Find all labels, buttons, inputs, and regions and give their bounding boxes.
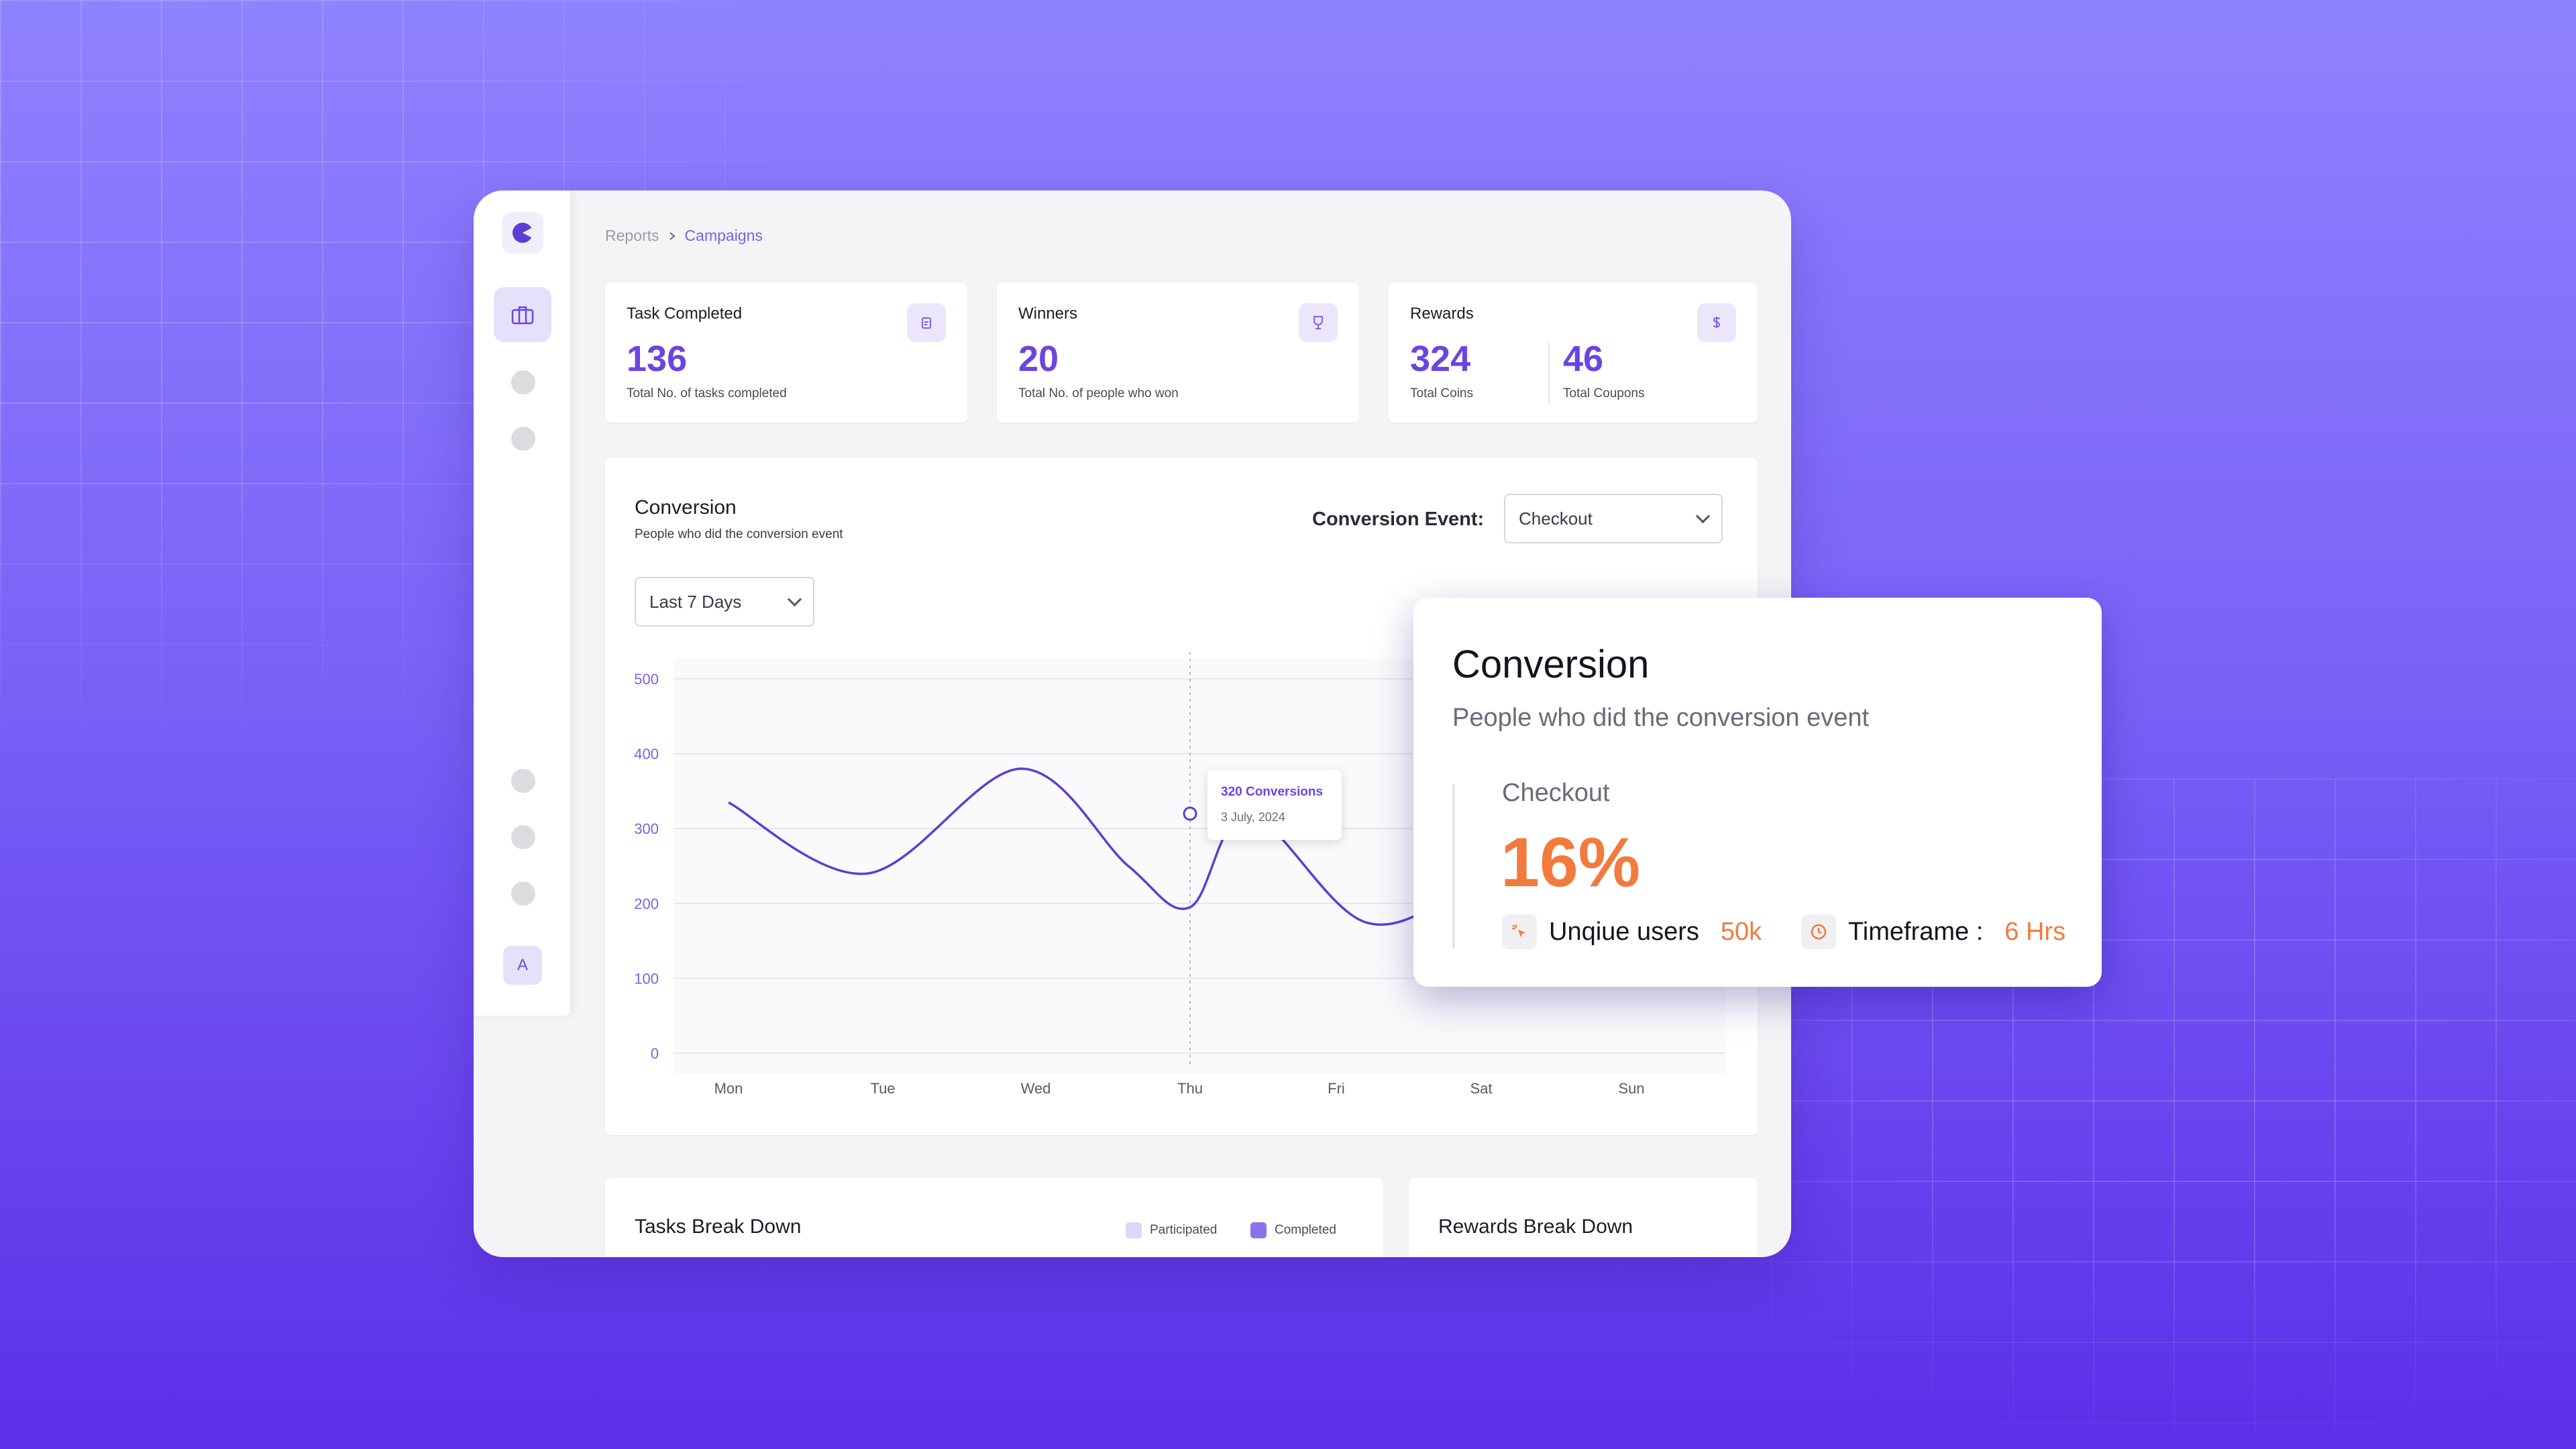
popup-value: 16% [1501, 824, 1641, 902]
trophy-icon [1313, 316, 1323, 329]
cursor-click-icon [1502, 914, 1537, 949]
clipboard-icon [922, 317, 931, 329]
legend-label: Completed [1275, 1223, 1336, 1237]
y-tick-label: 200 [634, 896, 659, 912]
stat-subtitle-coins: Total Coins [1410, 386, 1473, 400]
conversion-popup: Conversion People who did the conversion… [1413, 598, 2102, 987]
x-tick-label: Sun [1618, 1080, 1644, 1097]
legend-participated: Participated [1126, 1222, 1217, 1238]
conversion-event-select[interactable]: Checkout [1504, 494, 1723, 543]
popup-title: Conversion [1452, 643, 1650, 686]
stat-title: Rewards [1410, 305, 1474, 323]
popup-timeframe-value: 6 Hrs [2004, 917, 2066, 946]
highlight-point [1183, 806, 1197, 821]
sidebar-item[interactable] [511, 370, 535, 394]
x-tick-label: Sat [1470, 1080, 1492, 1097]
stat-title: Winners [1018, 305, 1078, 323]
conversion-event-label: Conversion Event: [1312, 508, 1485, 530]
stat-subtitle-coupons: Total Coupons [1563, 386, 1645, 400]
chart-tooltip: 320 Conversions 3 July, 2024 [1208, 770, 1342, 840]
sidebar-item[interactable] [511, 825, 535, 849]
conversion-event-value: Checkout [1519, 508, 1593, 529]
stat-subtitle: Total No. of people who won [1018, 386, 1179, 400]
stat-value: 136 [627, 339, 688, 379]
breadcrumb: Reports Campaigns [605, 227, 763, 245]
legend-completed: Completed [1250, 1222, 1336, 1238]
stat-subtitle: Total No. of tasks completed [627, 386, 787, 400]
x-tick-label: Wed [1021, 1080, 1051, 1097]
dollar-icon [1713, 317, 1721, 328]
sidebar: A [474, 191, 570, 1016]
popup-event: Checkout [1502, 779, 1610, 807]
popup-users-label: Unqiue users [1549, 917, 1699, 946]
divider [1548, 342, 1550, 404]
legend-swatch [1250, 1222, 1267, 1238]
sidebar-item[interactable] [511, 427, 535, 451]
legend-label: Participated [1150, 1223, 1218, 1237]
logo-icon [513, 223, 535, 243]
chart-title: Conversion [635, 496, 737, 519]
rewards-breakdown-card: Rewards Break Down [1409, 1178, 1758, 1257]
tasks-breakdown-title: Tasks Break Down [635, 1216, 802, 1238]
date-range-select[interactable]: Last 7 Days [635, 577, 814, 627]
legend-swatch [1126, 1222, 1142, 1238]
stat-card-tasks: Task Completed 136 Total No. of tasks co… [605, 283, 967, 423]
popup-metric-users: Unqiue users 50k [1502, 914, 1762, 949]
briefcase-icon [511, 306, 534, 325]
stat-icon-tasks [907, 303, 946, 342]
stat-value: 20 [1018, 339, 1059, 379]
stat-card-winners: Winners 20 Total No. of people who won [997, 283, 1359, 423]
stat-title: Task Completed [627, 305, 743, 323]
y-tick-label: 300 [634, 820, 659, 837]
clock-icon [1801, 914, 1836, 949]
stat-value-coins: 324 [1410, 339, 1471, 379]
sidebar-item[interactable] [511, 881, 535, 906]
y-tick-label: 400 [634, 746, 659, 763]
tooltip-date: 3 July, 2024 [1221, 810, 1285, 824]
popup-users-value: 50k [1720, 917, 1762, 946]
breadcrumb-parent[interactable]: Reports [605, 227, 659, 244]
x-tick-label: Fri [1328, 1080, 1345, 1097]
stat-card-rewards: Rewards 324 Total Coins 46 Total Coupons [1389, 283, 1758, 423]
chart-subtitle: People who did the conversion event [635, 527, 843, 541]
stat-value-coupons: 46 [1563, 339, 1604, 379]
app-logo[interactable] [502, 212, 543, 254]
tasks-breakdown-card: Tasks Break Down Participated Completed [605, 1178, 1383, 1257]
stat-icon-rewards [1697, 303, 1736, 342]
stat-icon-winners [1299, 303, 1338, 342]
tooltip-value: 320 Conversions [1221, 785, 1324, 799]
x-tick-label: Mon [714, 1080, 743, 1097]
y-tick-label: 0 [651, 1045, 659, 1062]
sidebar-item[interactable] [511, 769, 535, 793]
rewards-breakdown-title: Rewards Break Down [1438, 1216, 1633, 1238]
x-tick-label: Tue [870, 1080, 895, 1097]
x-tick-label: Thu [1177, 1080, 1203, 1097]
sidebar-item-campaigns[interactable] [494, 287, 551, 342]
y-tick-label: 100 [634, 970, 659, 987]
y-tick-label: 500 [634, 671, 659, 688]
date-range-value: Last 7 Days [649, 591, 742, 612]
popup-divider [1452, 784, 1455, 948]
avatar[interactable]: A [503, 946, 542, 985]
popup-subtitle: People who did the conversion event [1452, 704, 1870, 732]
breadcrumb-current[interactable]: Campaigns [684, 227, 763, 244]
popup-timeframe-label: Timeframe : [1848, 917, 1984, 946]
chevron-right-icon [669, 231, 676, 240]
popup-metric-timeframe: Timeframe : 6 Hrs [1801, 914, 2065, 949]
